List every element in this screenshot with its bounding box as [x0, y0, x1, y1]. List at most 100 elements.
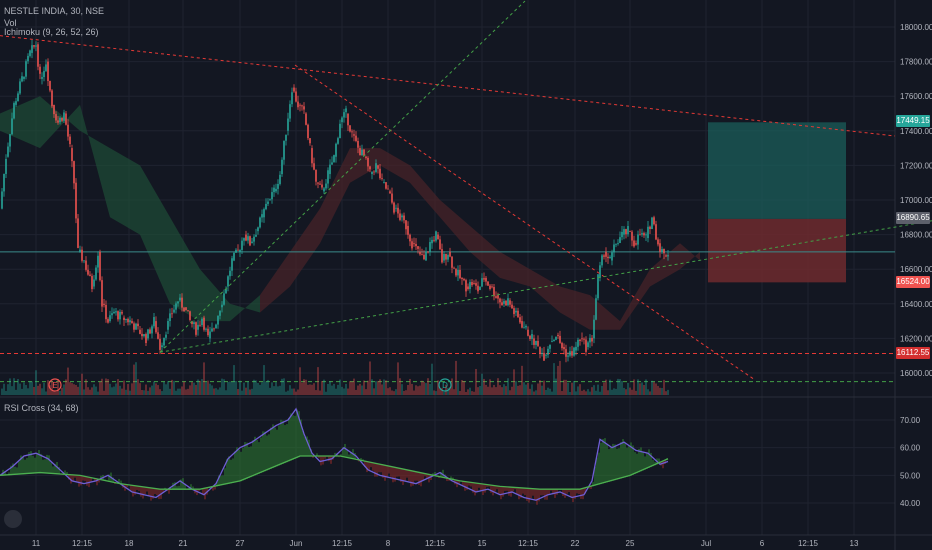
trendline — [0, 35, 896, 137]
candle-body — [403, 215, 405, 221]
rsi-fill — [136, 485, 138, 490]
volume-bar — [593, 385, 595, 395]
rsi-fill — [572, 489, 574, 503]
volume-bar — [89, 389, 91, 395]
volume-bar — [633, 379, 635, 395]
candle-body — [3, 173, 5, 192]
rsi-fill — [56, 461, 58, 475]
rsi-fill — [654, 461, 656, 466]
volume-bar — [455, 360, 457, 395]
rsi-fill — [282, 420, 284, 464]
volume-bar — [173, 380, 175, 395]
volume-bar — [569, 391, 571, 395]
candle-body — [217, 315, 219, 325]
candle-body — [431, 239, 433, 244]
rsi-fill — [516, 487, 518, 494]
candle-body — [473, 283, 475, 284]
rsi-fill — [570, 489, 572, 498]
rsi-signal-line — [0, 455, 669, 490]
rsi-fill — [392, 466, 394, 483]
rsi-fill — [382, 464, 384, 478]
volume-bar — [329, 381, 331, 395]
volume-bar — [71, 383, 73, 395]
rsi-fill — [628, 445, 630, 477]
rsi-fill — [410, 470, 412, 487]
volume-bar — [21, 388, 23, 395]
rsi-fill — [68, 474, 70, 480]
volume-bar — [101, 378, 103, 395]
candle-body — [143, 334, 145, 337]
rsi-fill — [34, 457, 36, 474]
rsi-fill — [616, 448, 618, 480]
rsi-fill — [346, 450, 348, 458]
volume-bar — [531, 384, 533, 395]
candle-body — [511, 304, 513, 309]
candle-body — [211, 328, 213, 332]
candle-body — [49, 80, 51, 91]
candle-body — [577, 339, 579, 347]
volume-bar — [309, 384, 311, 395]
candle-body — [433, 239, 435, 241]
rsi-fill — [16, 467, 18, 475]
rsi-fill — [528, 488, 530, 503]
volume-bar — [395, 389, 397, 395]
volume-bar — [431, 363, 433, 395]
candle-body — [57, 120, 59, 123]
volume-bar — [363, 380, 365, 395]
volume-bar — [557, 365, 559, 395]
candle-body — [295, 91, 297, 102]
volume-bar — [139, 383, 141, 395]
rsi-fill — [372, 462, 374, 471]
volume-bar — [317, 367, 319, 395]
candle-body — [485, 277, 487, 282]
volume-bar — [665, 391, 667, 395]
rsi-fill — [650, 452, 652, 468]
candle-body — [83, 260, 85, 262]
volume-bar — [475, 368, 477, 395]
volume-bar — [367, 380, 369, 395]
candle-body — [415, 243, 417, 247]
rsi-fill — [330, 455, 332, 464]
volume-bar — [403, 390, 405, 395]
candle-body — [643, 233, 645, 236]
trendlines — [0, 0, 932, 381]
candle-body — [283, 140, 285, 160]
candle-body — [223, 293, 225, 305]
candle-body — [19, 81, 21, 94]
volume-bar — [611, 389, 613, 395]
rsi-fill — [262, 431, 264, 473]
candle-body — [269, 199, 271, 201]
volume-bar — [335, 388, 337, 395]
candle-body — [447, 254, 449, 260]
volume-bar — [301, 382, 303, 395]
candle-body — [145, 334, 147, 344]
candle-body — [513, 308, 515, 315]
volume-bar — [35, 370, 37, 395]
volume-bar — [271, 382, 273, 395]
rsi-fill — [524, 488, 526, 496]
rsi-fill — [600, 442, 602, 485]
candle-body — [633, 240, 635, 247]
candle-body — [121, 311, 123, 314]
volume-bar — [145, 384, 147, 395]
rsi-fill — [32, 455, 34, 474]
rsi-fill — [26, 458, 28, 475]
volume-bar — [659, 387, 661, 395]
rsi-fill — [426, 473, 428, 479]
rsi-fill — [118, 478, 120, 484]
rsi-fill — [24, 459, 26, 475]
rsi-fill — [80, 475, 82, 486]
candle-body — [333, 155, 335, 163]
candle-body — [119, 311, 121, 320]
rsi-fill — [156, 488, 158, 496]
volume-bar — [265, 381, 267, 395]
volume-bar — [273, 386, 275, 395]
candle-body — [459, 269, 461, 279]
volume-bar — [643, 384, 645, 395]
volume-bar — [147, 390, 149, 395]
volume-bar — [191, 382, 193, 395]
candle-body — [539, 347, 541, 355]
volume-bar — [647, 389, 649, 395]
candle-body — [357, 140, 359, 148]
